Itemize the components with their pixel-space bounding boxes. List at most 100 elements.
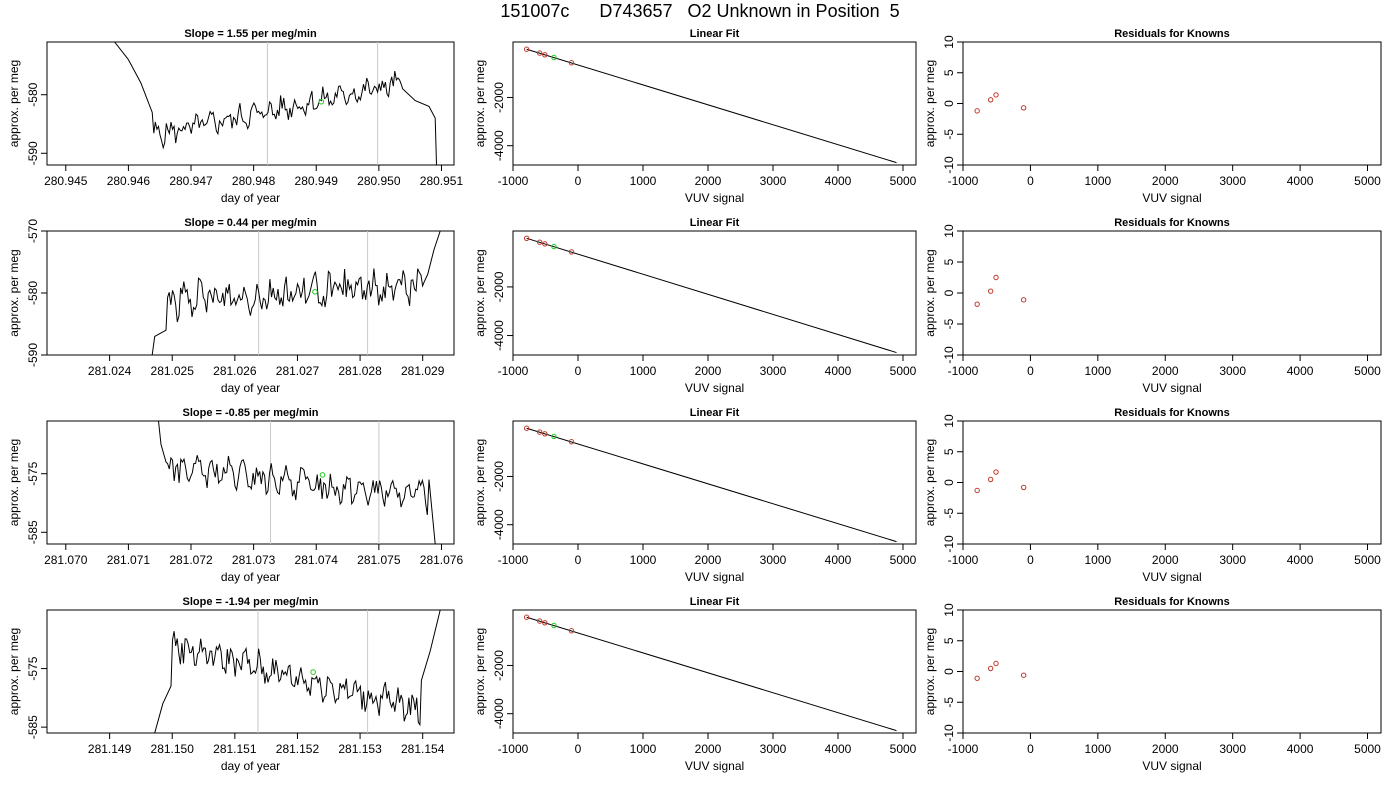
x-tick-label: 2000 — [695, 553, 722, 567]
x-tick-label: 281.029 — [401, 364, 445, 378]
x-tick-label: 5000 — [1354, 553, 1381, 567]
residual-point — [1020, 297, 1027, 303]
plot-area — [523, 46, 897, 164]
known-point — [542, 620, 548, 626]
y-tick-label: -4000 — [492, 320, 506, 351]
x-tick-label: 4000 — [825, 742, 852, 756]
x-tick-label: 4000 — [1287, 742, 1314, 756]
x-tick-label: 1000 — [630, 742, 657, 756]
x-tick-label: -1000 — [498, 364, 529, 378]
x-tick-label: 281.074 — [295, 553, 339, 567]
y-tick-label: -2000 — [492, 650, 506, 681]
panel-2-1: Slope = 0.44 per meg/min 281.024 281.025 28… — [7, 217, 455, 395]
x-tick-label: 280.949 — [295, 174, 339, 188]
x-tick-label: 281.070 — [44, 553, 88, 567]
fit-line — [526, 427, 897, 543]
x-tick-label: 2000 — [695, 174, 722, 188]
x-tick-label: 3000 — [1219, 174, 1246, 188]
y-axis-label: approx. per meg — [923, 60, 937, 147]
y-tick-label: -575 — [26, 461, 40, 485]
y-tick-label: 5 — [942, 448, 956, 455]
x-tick-label: 281.071 — [107, 553, 151, 567]
y-tick-label: -10 — [942, 535, 956, 553]
residual-point — [974, 301, 980, 307]
x-tick-label: 5000 — [890, 174, 917, 188]
y-tick-label: 5 — [942, 637, 956, 644]
plot-title: Residuals for Knowns — [1114, 596, 1230, 608]
panel-4-2: Linear Fit -1000 0 1000 2000 3000 4000 5000 -400… — [473, 596, 917, 773]
known-point — [536, 239, 543, 245]
x-tick-label: 281.028 — [338, 364, 382, 378]
fit-line — [526, 616, 897, 732]
plot-frame — [962, 609, 1382, 734]
y-tick-label: 0 — [942, 479, 956, 486]
x-tick-label: 3000 — [760, 553, 787, 567]
panel-4-3: Residuals for Knowns -1000 0 1000 2000 3000 40… — [923, 596, 1382, 773]
plot-title: Linear Fit — [690, 28, 740, 40]
x-tick-label: 281.025 — [151, 364, 195, 378]
x-axis-label: day of year — [221, 759, 280, 773]
residual-point — [993, 660, 999, 667]
x-tick-label: 0 — [1027, 553, 1034, 567]
y-tick-label: 5 — [942, 69, 956, 76]
unknown-marker — [310, 669, 316, 675]
x-tick-label: 4000 — [1287, 553, 1314, 567]
panel-1-3: Residuals for Knowns -1000 0 1000 2000 3000 40… — [923, 28, 1382, 205]
plot-area — [974, 92, 1027, 114]
known-point — [542, 52, 548, 58]
plot-title: Slope = 1.55 per meg/min — [184, 28, 317, 40]
panel-3-1: Slope = -0.85 per meg/min 281.070 281.071 2… — [7, 407, 463, 584]
plot-area — [974, 469, 1027, 494]
y-tick-label: 0 — [942, 100, 956, 107]
residual-point — [993, 469, 999, 475]
x-tick-label: 280.947 — [169, 174, 213, 188]
x-tick-label: 2000 — [695, 364, 722, 378]
y-tick-label: -5 — [942, 318, 956, 329]
x-tick-label: 281.075 — [357, 553, 401, 567]
x-axis-label: day of year — [221, 381, 280, 395]
unknown-marker — [319, 472, 326, 478]
residual-point — [974, 487, 980, 494]
plot-title: Residuals for Knowns — [1114, 407, 1230, 419]
y-tick-label: 10 — [942, 35, 956, 49]
residual-point — [1020, 105, 1027, 111]
x-tick-label: 0 — [1027, 174, 1034, 188]
x-tick-label: 281.151 — [213, 742, 257, 756]
known-point — [523, 235, 530, 241]
x-tick-label: 0 — [1027, 742, 1034, 756]
page-title: 151007c D743657 O2 Unknown in Position 5 — [500, 1, 900, 21]
residual-point — [987, 97, 994, 103]
x-tick-label: 281.154 — [401, 742, 445, 756]
residual-point — [1020, 484, 1027, 491]
x-tick-label: 0 — [575, 174, 582, 188]
x-tick-label: 281.073 — [232, 553, 276, 567]
data-trace — [151, 231, 441, 355]
x-tick-label: 5000 — [1354, 174, 1381, 188]
x-tick-label: 5000 — [890, 553, 917, 567]
x-axis-label: VUV signal — [1142, 759, 1201, 773]
plot-frame — [46, 609, 455, 734]
x-tick-label: -1000 — [948, 553, 979, 567]
residual-point — [993, 274, 999, 281]
residual-point — [974, 108, 980, 114]
x-tick-label: 5000 — [1354, 742, 1381, 756]
x-tick-label: 1000 — [1084, 553, 1111, 567]
residual-point — [993, 92, 999, 98]
y-tick-label: -10 — [942, 724, 956, 742]
x-tick-label: 280.950 — [357, 174, 401, 188]
y-tick-label: 0 — [942, 289, 956, 296]
panel-3-3: Residuals for Knowns -1000 0 1000 2000 3000 40… — [923, 407, 1382, 584]
x-axis-label: VUV signal — [685, 759, 744, 773]
residual-point — [974, 675, 980, 681]
y-axis-label: approx. per meg — [7, 628, 21, 715]
plot-frame — [962, 230, 1382, 356]
y-tick-label: -4000 — [492, 698, 506, 729]
y-axis-label: approx. per meg — [473, 439, 487, 526]
plot-area — [974, 660, 1027, 681]
plot-title: Slope = -0.85 per meg/min — [182, 407, 318, 419]
x-tick-label: 4000 — [825, 553, 852, 567]
plot-area — [151, 231, 441, 355]
x-tick-label: 1000 — [630, 174, 657, 188]
panel-1-1: Slope = 1.55 per meg/min 280.945 280.946 28… — [7, 28, 463, 205]
